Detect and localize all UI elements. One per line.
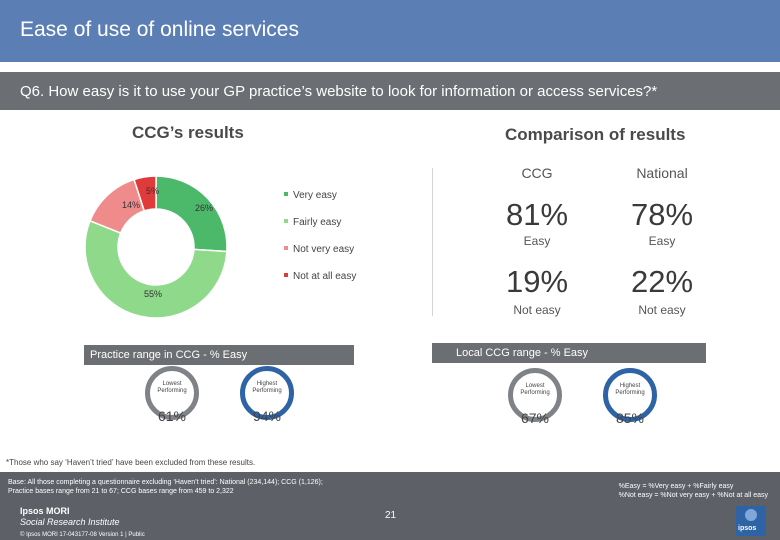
slice-very-easy (155, 175, 228, 253)
column-header: National (636, 165, 688, 181)
data-label-very-easy: 26% (195, 203, 213, 213)
donut-chart: 26% 55% 14% 5% (84, 175, 228, 319)
question-text: Q6. How easy is it to use your GP practi… (20, 83, 658, 100)
definition-line-1: %Easy = %Very easy + %Fairly easy (618, 483, 734, 490)
divider-line (432, 168, 433, 316)
ipsos-logo: ipsos (736, 506, 766, 536)
legend-label: Very easy (293, 190, 337, 201)
gauge-label: Highest Performing (252, 381, 282, 394)
ccg-column: CCG 81% Easy 19% Not easy (482, 165, 592, 317)
legend-swatch (284, 273, 288, 277)
practice-lowest-gauge: Lowest Performing (145, 366, 199, 420)
practice-highest-gauge: Highest Performing (240, 366, 294, 420)
gauge-label: Highest Performing (615, 383, 645, 396)
question-bar: Q6. How easy is it to use your GP practi… (0, 72, 780, 110)
gauge-label: Lowest Performing (520, 383, 550, 396)
legend-label: Not very easy (293, 244, 355, 255)
comparison-heading: Comparison of results (505, 125, 686, 144)
logo-text: ipsos (738, 525, 757, 532)
brand-subtitle: Social Research Institute (20, 517, 120, 527)
footnote: *Those who say ‘Haven’t tried’ have been… (6, 458, 256, 467)
local-lowest-value: 67% (520, 410, 550, 426)
legend-label: Fairly easy (293, 217, 342, 228)
title-bar: Ease of use of online services (0, 0, 780, 62)
local-lowest-gauge: Lowest Performing (508, 368, 562, 422)
data-label-not-at-all-easy: 5% (146, 186, 159, 196)
logo-circle (745, 509, 757, 521)
data-label-fairly-easy: 55% (144, 289, 162, 299)
gauge-label: Lowest Performing (157, 381, 187, 394)
column-header: CCG (521, 165, 553, 181)
not-easy-label: Not easy (513, 303, 561, 317)
base-line-2: Practice bases range from 21 to 67; CCG … (8, 488, 234, 495)
easy-label: Easy (648, 234, 676, 248)
national-column: National 78% Easy 22% Not easy (607, 165, 717, 317)
local-highest-gauge: Highest Performing (603, 368, 657, 422)
legend-swatch (284, 219, 288, 223)
not-easy-value: 22% (630, 264, 694, 299)
legend-label: Not at all easy (293, 271, 357, 282)
legend-item-very-easy: Very easy (284, 190, 337, 201)
page-title: Ease of use of online services (20, 18, 299, 41)
slice-fairly-easy (84, 219, 228, 319)
copyright: © Ipsos MORI 17-043177-08 Version 1 | Pu… (20, 532, 145, 538)
practice-lowest-value: 61% (157, 408, 187, 424)
definition-text: %Easy = %Very easy + %Fairly easy %Not e… (619, 482, 768, 500)
data-label-not-very-easy: 14% (122, 200, 140, 210)
legend-item-not-very-easy: Not very easy (284, 244, 354, 255)
ccg-results-heading: CCG’s results (132, 123, 244, 142)
practice-range-bar: Practice range in CCG - % Easy (84, 345, 354, 365)
easy-label: Easy (523, 234, 551, 248)
base-line-1: Base: All those completing a questionnai… (8, 479, 323, 486)
easy-value: 78% (630, 197, 694, 232)
definition-line-2: %Not easy = %Not very easy + %Not at all… (618, 492, 768, 499)
practice-highest-value: 94% (252, 408, 282, 424)
page-number: 21 (385, 510, 397, 521)
easy-value: 81% (505, 197, 569, 232)
not-easy-label: Not easy (638, 303, 686, 317)
local-range-bar: Local CCG range - % Easy (432, 343, 706, 363)
brand-name: Ipsos MORI (20, 506, 70, 516)
slice-not-at-all-easy (133, 175, 157, 212)
base-text: Base: All those completing a questionnai… (8, 478, 323, 496)
legend-swatch (284, 246, 288, 250)
local-highest-value: 85% (615, 410, 645, 426)
footer: Base: All those completing a questionnai… (0, 472, 780, 540)
legend-swatch (284, 192, 288, 196)
not-easy-value: 19% (505, 264, 569, 299)
legend-item-fairly-easy: Fairly easy (284, 217, 341, 228)
legend-item-not-at-all-easy: Not at all easy (284, 271, 356, 282)
